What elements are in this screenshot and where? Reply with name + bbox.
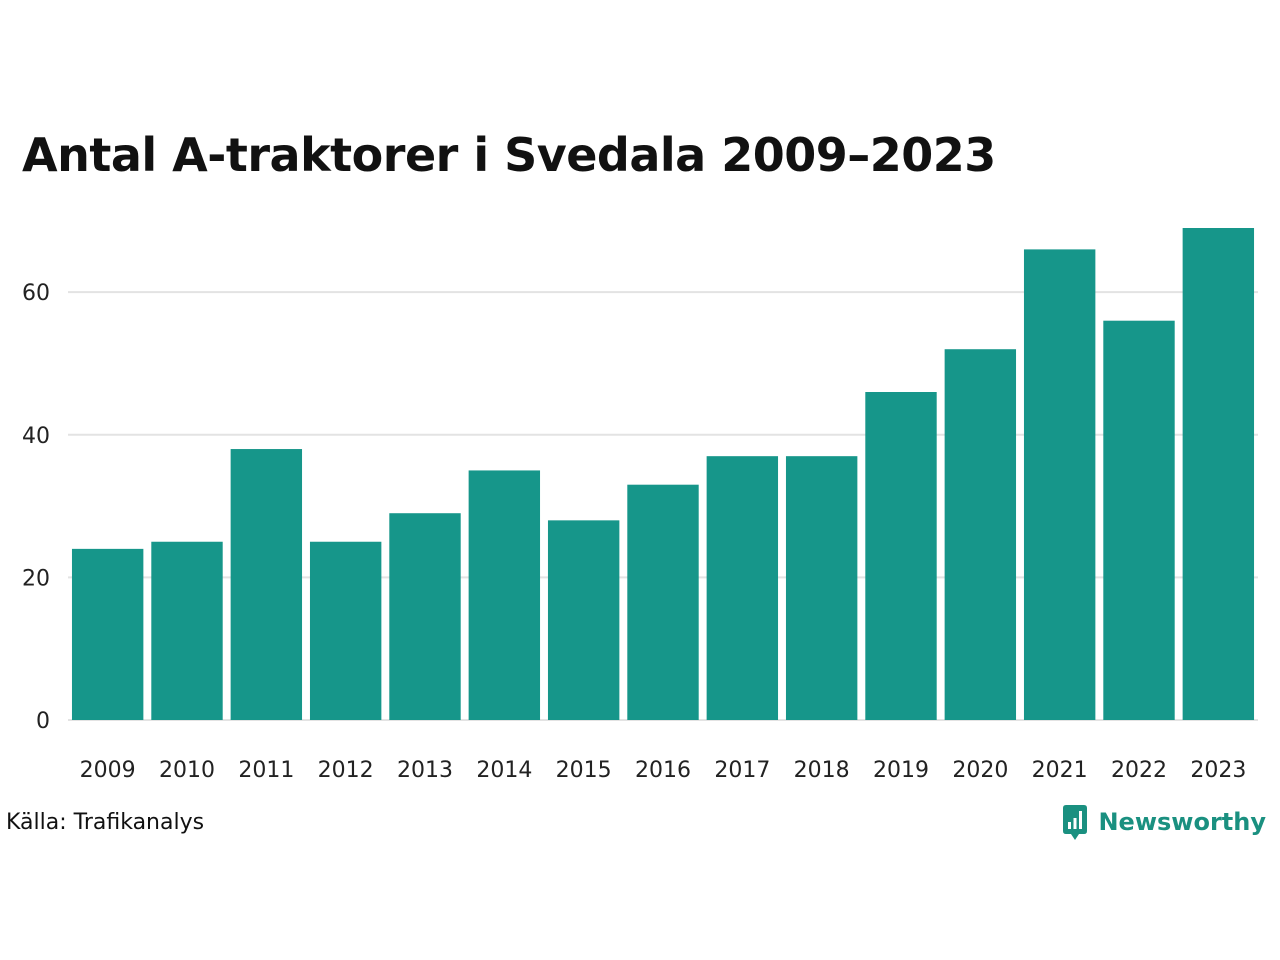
newsworthy-logo-icon xyxy=(1063,805,1088,840)
x-tick-label: 2010 xyxy=(159,758,215,783)
x-tick-label: 2011 xyxy=(238,758,294,783)
chart-title: Antal A-traktorer i Svedala 2009–2023 xyxy=(22,128,996,182)
x-tick-label: 2013 xyxy=(397,758,453,783)
bar-2019 xyxy=(865,392,937,720)
x-tick-label: 2022 xyxy=(1111,758,1167,783)
x-tick-label: 2019 xyxy=(873,758,929,783)
bar-chart: 0 20 40 60 2009 2010 2011 2012 2013 2014 2015 2016… xyxy=(22,228,1258,783)
y-tick-label: 0 xyxy=(36,709,50,734)
bar-2020 xyxy=(944,349,1017,720)
bar-2015 xyxy=(547,520,620,720)
brand-name: Newsworthy xyxy=(1098,808,1266,836)
bar-2022 xyxy=(1103,320,1175,720)
x-tick-label: 2023 xyxy=(1190,758,1246,783)
x-axis-tick-labels: 2009 2010 2011 2012 2013 2014 2015 2016 2017 2018… xyxy=(80,758,1247,783)
x-tick-label: 2014 xyxy=(476,758,532,783)
bar-2023 xyxy=(1182,228,1255,720)
bar-2014 xyxy=(468,470,541,720)
bar-2021 xyxy=(1023,249,1096,721)
bar-2010 xyxy=(151,541,223,720)
y-tick-label: 60 xyxy=(22,281,50,306)
brand-logo: Newsworthy xyxy=(1060,802,1266,842)
x-tick-label: 2020 xyxy=(952,758,1008,783)
y-tick-label: 20 xyxy=(22,566,50,591)
bar-2018 xyxy=(785,456,858,720)
x-tick-label: 2012 xyxy=(318,758,374,783)
bar-2009 xyxy=(71,548,144,720)
x-tick-label: 2016 xyxy=(635,758,691,783)
x-tick-label: 2009 xyxy=(80,758,136,783)
x-tick-label: 2017 xyxy=(714,758,770,783)
y-axis-tick-labels: 0 20 40 60 xyxy=(22,281,50,734)
bar-2011 xyxy=(230,449,303,720)
x-tick-label: 2015 xyxy=(556,758,612,783)
source-note: Källa: Trafikanalys xyxy=(6,810,205,835)
x-tick-label: 2018 xyxy=(794,758,850,783)
x-tick-label: 2021 xyxy=(1032,758,1088,783)
bar-2012 xyxy=(309,541,382,720)
y-tick-label: 40 xyxy=(22,424,50,449)
bar-2017 xyxy=(706,456,779,720)
bars xyxy=(71,228,1255,721)
bar-2016 xyxy=(627,484,699,720)
bar-2013 xyxy=(389,513,461,720)
